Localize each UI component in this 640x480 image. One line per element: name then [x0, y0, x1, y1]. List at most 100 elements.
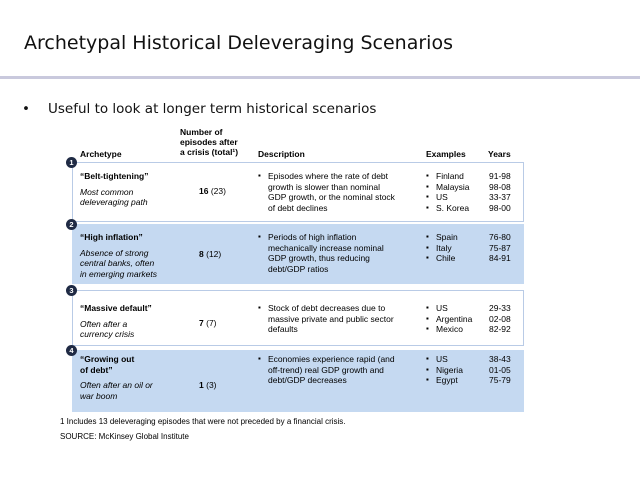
archetype-cell: “Growing out of debt” Often after an oil…	[80, 354, 153, 401]
year-range: 29-33	[489, 303, 511, 313]
archetype-name: of debt”	[80, 364, 113, 375]
episode-count-total: (7)	[206, 318, 217, 328]
years-cell: 76-80 75-87 84-91	[489, 232, 511, 264]
episode-count-total: (3)	[206, 380, 217, 390]
description-line: GDP growth, thus reducing	[268, 253, 370, 263]
bullet-dot-icon: •	[22, 101, 30, 117]
year-range: 98-00	[489, 202, 511, 213]
archetype-subtitle: Often after an oil or	[80, 380, 153, 390]
example-item: Malaysia	[426, 182, 470, 193]
description-line: Economies experience rapid (and	[268, 354, 395, 364]
description-line: Stock of debt decreases due to	[268, 303, 386, 313]
episode-count: 8 (12)	[199, 249, 221, 260]
header-episodes-line3: a crisis (total¹)	[180, 147, 239, 157]
archetype-subtitle: Absence of strong	[80, 247, 149, 258]
example-item: Nigeria	[426, 365, 463, 376]
archetype-name: “Growing out	[80, 354, 135, 364]
description-line: growth is slower than nominal	[268, 181, 380, 192]
examples-cell: US Nigeria Egypt	[426, 354, 463, 386]
description-cell: Economies experience rapid (and off-tren…	[258, 354, 395, 386]
row-number-badge: 1	[66, 157, 77, 168]
description-line: massive private and public sector	[268, 313, 394, 324]
description-cell: Periods of high inflation mechanically i…	[258, 232, 384, 274]
description-bullet: Periods of high inflation mechanically i…	[258, 232, 384, 274]
header-examples: Examples	[426, 149, 466, 159]
year-range: 84-91	[489, 253, 511, 263]
examples-cell: Finland Malaysia US S. Korea	[426, 171, 470, 213]
description-line: off-trend) real GDP growth and	[268, 364, 384, 375]
episode-count-value: 7	[199, 318, 204, 328]
description-line: debt/GDP decreases	[268, 375, 347, 385]
episode-count-total: (12)	[206, 249, 222, 259]
header-episodes: Number of episodes after a crisis (total…	[180, 127, 238, 157]
example-item: Egypt	[426, 375, 463, 386]
episode-count-value: 16	[199, 186, 209, 196]
episode-count: 1 (3)	[199, 380, 217, 391]
description-line: Episodes where the rate of debt	[268, 171, 389, 181]
table-source: SOURCE: McKinsey Global Institute	[60, 432, 189, 441]
example-item: US	[426, 354, 463, 365]
title-divider	[0, 76, 640, 79]
row-number-badge: 2	[66, 219, 77, 230]
year-range: 01-05	[489, 364, 511, 375]
description-cell: Stock of debt decreases due to massive p…	[258, 303, 394, 335]
years-cell: 91-98 98-08 33-37 98-00	[489, 171, 511, 213]
header-description: Description	[258, 149, 305, 159]
example-item: Mexico	[426, 324, 472, 335]
episode-count: 7 (7)	[199, 318, 217, 329]
example-item: Spain	[426, 232, 458, 243]
row-number-badge: 4	[66, 345, 77, 356]
archetype-subtitle: in emerging markets	[80, 268, 158, 279]
archetype-subtitle: deleveraging path	[80, 197, 148, 207]
description-line: of debt declines	[268, 202, 328, 213]
episode-count-value: 8	[199, 249, 204, 259]
archetype-cell: “High inflation” Absence of strong centr…	[80, 232, 157, 279]
year-range: 33-37	[489, 192, 511, 202]
archetype-subtitle: Often after a	[80, 318, 128, 329]
year-range: 75-87	[489, 242, 511, 253]
years-cell: 38-43 01-05 75-79	[489, 354, 511, 386]
header-archetype: Archetype	[80, 149, 122, 159]
example-item: US	[426, 303, 472, 314]
year-range: 91-98	[489, 171, 511, 181]
example-item: Italy	[426, 243, 458, 254]
examples-cell: US Argentina Mexico	[426, 303, 472, 335]
archetype-subtitle: currency crisis	[80, 329, 135, 339]
slide-title: Archetypal Historical Deleveraging Scena…	[24, 32, 453, 54]
bullet-item: • Useful to look at longer term historica…	[22, 101, 376, 117]
archetype-cell: “Massive default” Often after a currency…	[80, 303, 152, 340]
description-line: debt/GDP ratios	[268, 263, 329, 274]
episode-count-value: 1	[199, 380, 204, 390]
archetype-subtitle: war boom	[80, 390, 118, 401]
year-range: 76-80	[489, 232, 511, 242]
description-line: Periods of high inflation	[268, 232, 357, 242]
description-bullet: Episodes where the rate of debt growth i…	[258, 171, 395, 213]
example-item: Argentina	[426, 314, 472, 325]
year-range: 82-92	[489, 324, 511, 334]
description-bullet: Stock of debt decreases due to massive p…	[258, 303, 394, 335]
bullet-text: Useful to look at longer term historical…	[48, 101, 377, 117]
episode-count: 16 (23)	[199, 186, 226, 197]
table-footnote: 1 Includes 13 deleveraging episodes that…	[60, 417, 346, 426]
description-line: GDP growth, or the nominal stock	[268, 192, 395, 202]
year-range: 75-79	[489, 375, 511, 385]
header-episodes-line2: episodes after	[180, 137, 238, 147]
archetype-subtitle: Most common	[80, 186, 134, 197]
example-item: Chile	[426, 253, 458, 264]
archetype-cell: “Belt-tightening” Most common deleveragi…	[80, 171, 148, 208]
example-item: S. Korea	[426, 203, 470, 214]
description-cell: Episodes where the rate of debt growth i…	[258, 171, 395, 213]
row-number-badge: 3	[66, 285, 77, 296]
description-bullet: Economies experience rapid (and off-tren…	[258, 354, 395, 386]
year-range: 98-08	[489, 181, 511, 192]
year-range: 38-43	[489, 354, 511, 364]
year-range: 02-08	[489, 313, 511, 324]
example-item: US	[426, 192, 470, 203]
episode-count-total: (23)	[210, 186, 226, 196]
archetype-name: “High inflation”	[80, 232, 143, 242]
header-years: Years	[488, 149, 511, 159]
header-episodes-line1: Number of	[180, 127, 223, 137]
examples-cell: Spain Italy Chile	[426, 232, 458, 264]
years-cell: 29-33 02-08 82-92	[489, 303, 511, 335]
description-line: defaults	[268, 324, 298, 334]
